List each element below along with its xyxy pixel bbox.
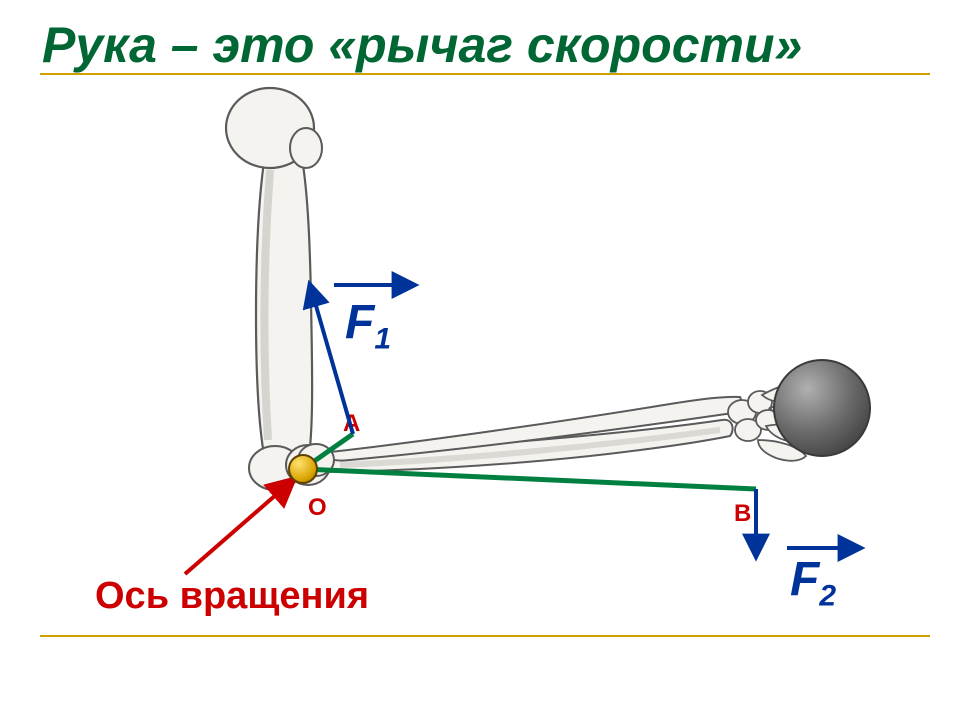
point-a-label: А [343,410,360,438]
diagram-stage: Рука – это «рычаг скорости» Ось вращения… [0,0,960,720]
f1-letter: F [345,296,374,349]
f1-sub: 1 [374,323,391,356]
hand-bones [728,383,822,461]
forearm-bones [298,397,741,476]
axis-arrow [185,480,293,574]
point-b-label: В [734,500,751,528]
point-o-label: О [308,494,327,522]
force-f1-label: F1 [345,295,391,357]
lever-arm-oa [303,434,353,469]
slide-title: Рука – это «рычаг скорости» [42,16,802,74]
force-f2-label: F2 [790,552,836,614]
humerus-bone [226,88,330,490]
f2-sub: 2 [819,580,836,613]
ball-load [774,360,870,456]
axis-rotation-label: Ось вращения [95,575,369,618]
pivot-point [289,455,317,483]
f2-letter: F [790,553,819,606]
lever-arm-ob [303,469,756,489]
